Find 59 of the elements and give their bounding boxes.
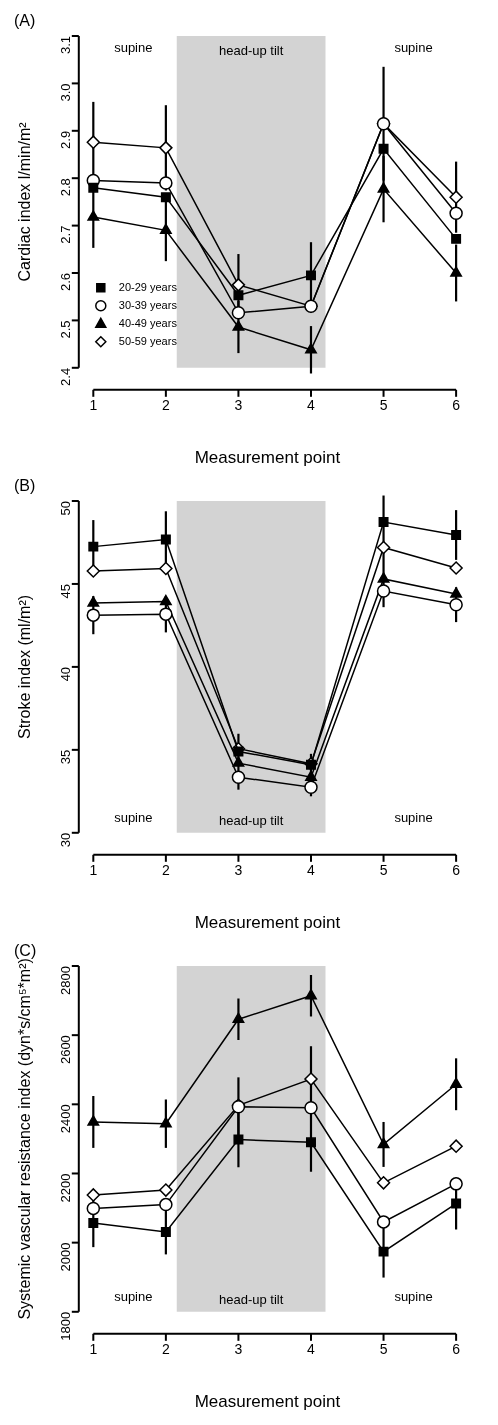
x-tick-label: 5: [379, 862, 388, 879]
y-tick-label: 3.1: [58, 36, 74, 55]
x-tick-label: 4: [307, 862, 316, 879]
y-tick-label: 3.0: [58, 83, 74, 102]
y-tick-label: 2.8: [58, 178, 74, 197]
y-tick-label: 2.5: [58, 320, 74, 339]
y-tick-label: 2.6: [58, 273, 74, 292]
chart-title: (B): [14, 477, 36, 495]
x-tick-label: 2: [161, 862, 170, 879]
annotation: head-up tilt: [218, 813, 284, 829]
y-tick-label: 2600: [58, 1035, 74, 1065]
y-tick-label: 1800: [58, 1311, 74, 1341]
annotation: head-up tilt: [218, 1292, 284, 1308]
annotation: supine: [394, 39, 433, 55]
y-axis-title: Systemic vascular resistance index (dyn*s/cm⁵*m²): [16, 958, 34, 1320]
annotation: head-up tilt: [218, 42, 284, 58]
x-tick-label: 6: [452, 862, 461, 879]
x-tick-label: 5: [379, 1341, 388, 1358]
y-tick-label: 2.7: [58, 225, 74, 244]
annotation: supine: [114, 1289, 153, 1305]
annotation: supine: [394, 810, 433, 826]
legend-label: 20-29 years: [118, 280, 178, 293]
y-tick-label: 35: [58, 749, 74, 765]
annotation: supine: [394, 1289, 433, 1305]
y-tick-label: 2.4: [58, 367, 74, 386]
y-tick-label: 2800: [58, 966, 74, 995]
y-axis-title: Cardiac index l/min/m²: [16, 121, 34, 282]
x-tick-label: 3: [234, 1341, 243, 1358]
x-tick-label: 6: [452, 1341, 461, 1358]
y-tick-label: 2200: [58, 1173, 74, 1203]
x-tick-label: 1: [89, 862, 98, 879]
y-tick-label: 2.9: [58, 130, 74, 149]
y-tick-label: 2400: [58, 1104, 74, 1134]
y-axis-title: Stroke index (ml/m²): [16, 594, 34, 739]
x-tick-label: 5: [379, 397, 388, 414]
annotation: supine: [114, 810, 153, 826]
x-tick-label: 2: [161, 1341, 170, 1358]
legend-label: 40-49 years: [118, 316, 178, 329]
y-tick-label: 50: [58, 501, 74, 516]
y-tick-label: 2000: [58, 1242, 74, 1272]
chart-title: (A): [14, 12, 36, 30]
chart-title: (C): [14, 942, 37, 960]
y-tick-label: 40: [58, 666, 74, 682]
legend-label: 50-59 years: [118, 334, 178, 347]
x-tick-label: 6: [452, 397, 461, 414]
legend-label: 30-39 years: [118, 298, 178, 311]
annotation: supine: [114, 39, 153, 55]
y-tick-label: 45: [58, 583, 74, 599]
x-tick-label: 1: [89, 1341, 98, 1358]
y-tick-label: 30: [58, 832, 74, 848]
x-axis-title: Measurement point: [194, 1392, 341, 1412]
x-tick-label: 2: [161, 397, 170, 414]
x-axis-title: Measurement point: [194, 913, 341, 933]
x-tick-label: 3: [234, 862, 243, 879]
x-tick-label: 4: [307, 1341, 316, 1358]
x-tick-label: 4: [307, 397, 316, 414]
x-tick-label: 3: [234, 397, 243, 414]
x-axis-title: Measurement point: [194, 448, 341, 468]
x-tick-label: 1: [89, 397, 98, 414]
